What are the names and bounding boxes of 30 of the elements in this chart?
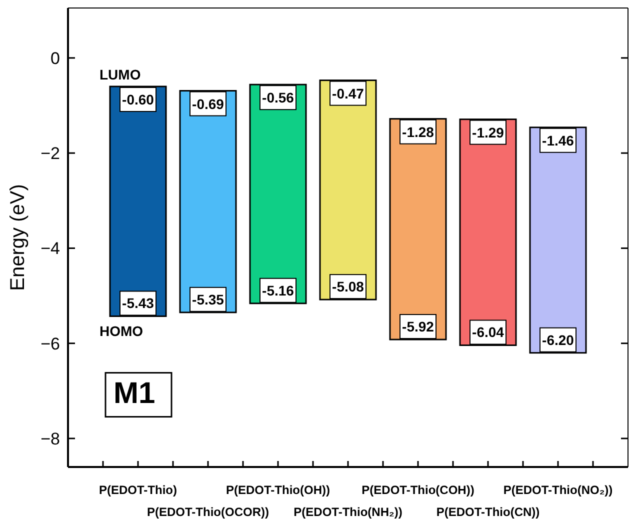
annotation: -1.29 <box>472 124 504 140</box>
x-tick-label: P(EDOT-Thio(OCOR)) <box>147 505 269 519</box>
x-tick-label: P(EDOT-Thio) <box>99 483 177 497</box>
y-tick-label: 0 <box>50 48 60 68</box>
annotation: -6.20 <box>542 332 574 348</box>
x-tick-label: P(EDOT-Thio(NH₂)) <box>294 505 402 519</box>
y-tick-label: −4 <box>40 239 60 258</box>
annotation: HOMO <box>100 323 144 340</box>
annotation: -5.35 <box>192 291 224 308</box>
x-tick-label: P(EDOT-Thio(NO₂)) <box>503 483 613 497</box>
annotation: -1.46 <box>542 132 574 148</box>
annotation: -5.43 <box>122 295 154 312</box>
y-axis-title: Energy (eV) <box>7 184 29 291</box>
annotation: -0.56 <box>262 90 294 106</box>
annotation: -0.69 <box>192 96 224 112</box>
annotation: -0.47 <box>332 85 364 102</box>
annotation: -5.16 <box>262 282 294 298</box>
y-tick-label: −6 <box>40 334 60 354</box>
annotation: -6.04 <box>472 324 504 340</box>
y-tick-label: −8 <box>40 429 60 448</box>
annotation: -0.60 <box>122 91 154 108</box>
annotation: M1 <box>114 376 156 410</box>
x-tick-label: P(EDOT-Thio(COH)) <box>362 483 474 497</box>
annotation: -5.92 <box>402 318 434 335</box>
x-tick-label: P(EDOT-Thio(CN)) <box>436 505 540 519</box>
annotation: LUMO <box>100 66 141 82</box>
x-tick-label: P(EDOT-Thio(OH)) <box>226 483 330 497</box>
annotation: -5.08 <box>332 278 364 295</box>
y-tick-label: −2 <box>40 144 60 164</box>
annotation: -1.28 <box>402 124 434 140</box>
